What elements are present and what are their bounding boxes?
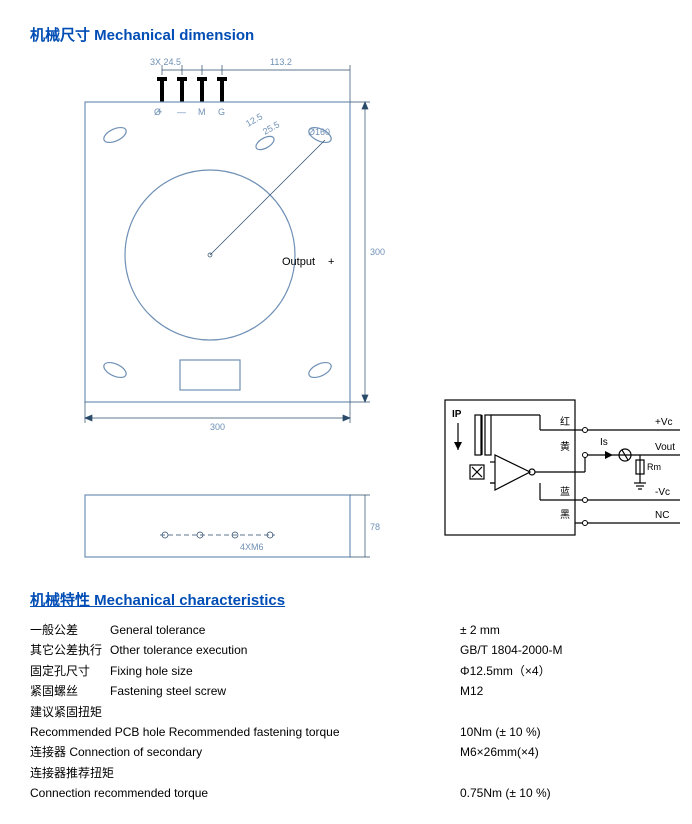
char-row: 连接器推荐扭矩 bbox=[30, 763, 672, 783]
top-drawing: 3X 24.5 113.2 Ø + — M G Ø bbox=[50, 55, 420, 445]
char-val: GB/T 1804-2000-M bbox=[320, 640, 672, 660]
char-cn: 固定孔尺寸 bbox=[30, 661, 110, 681]
char-row: 紧固螺丝 Fastening steel screw M12 bbox=[30, 681, 672, 701]
char-en: Other tolerance execution bbox=[110, 640, 320, 660]
side-drawing-svg: 4XM6 78 bbox=[50, 485, 420, 580]
lbl-4xm6: 4XM6 bbox=[240, 542, 264, 552]
char-row: 一般公差 General tolerance ± 2 mm bbox=[30, 620, 672, 640]
lbl-is: Is bbox=[600, 437, 608, 448]
char-cn: 紧固螺丝 bbox=[30, 681, 110, 701]
char-en: Fastening steel screw bbox=[110, 681, 320, 701]
lbl-minus: — bbox=[177, 107, 186, 117]
lbl-nc: NC bbox=[655, 510, 669, 521]
char-cn: 连接器推荐扭矩 bbox=[30, 763, 350, 783]
dim-3x24-5: 3X 24.5 bbox=[150, 57, 181, 67]
char-row: 连接器 Connection of secondary M6×26mm(×4) bbox=[30, 742, 672, 762]
char-row: Recommended PCB hole Recommended fasteni… bbox=[30, 722, 672, 742]
char-en: General tolerance bbox=[110, 620, 320, 640]
circuit-diagram: IP 红 +Vc bbox=[440, 395, 690, 545]
char-cn: 连接器 Connection of secondary bbox=[30, 742, 350, 762]
section-title-characteristics: 机械特性 Mechanical characteristics bbox=[30, 589, 672, 610]
drawings-area: 3X 24.5 113.2 Ø + — M G Ø bbox=[30, 55, 670, 585]
dim-300h: 300 bbox=[370, 247, 385, 257]
char-row: 固定孔尺寸 Fixing hole size Φ12.5mm（×4） bbox=[30, 661, 672, 681]
dim-300w: 300 bbox=[210, 422, 225, 432]
lbl-rm: Rm bbox=[647, 462, 661, 472]
dim-25-5: 25.5 bbox=[261, 119, 281, 136]
lbl-black: 黑 bbox=[560, 509, 570, 521]
lbl-output-plus: + bbox=[328, 256, 334, 268]
char-cn: 建议紧固扭矩 bbox=[30, 702, 110, 722]
lbl-output: Output bbox=[282, 256, 315, 268]
char-cn: 其它公差执行 bbox=[30, 640, 110, 660]
dim-12-5: 12.5 bbox=[244, 111, 264, 128]
char-val: M6×26mm(×4) bbox=[350, 742, 672, 762]
circuit-svg: IP 红 +Vc bbox=[440, 395, 690, 545]
lbl-M: M bbox=[198, 107, 206, 117]
side-drawing: 4XM6 78 bbox=[50, 485, 420, 580]
terminals bbox=[157, 77, 227, 102]
dim-113-2: 113.2 bbox=[270, 57, 292, 67]
lbl-ip: IP bbox=[452, 409, 462, 420]
char-val: 10Nm (± 10 %) bbox=[350, 722, 672, 742]
char-en: Connection recommended torque bbox=[30, 783, 350, 803]
lbl-vcminus: -Vc bbox=[655, 487, 670, 498]
char-en: Recommended PCB hole Recommended fasteni… bbox=[30, 722, 350, 742]
lbl-yellow: 黄 bbox=[560, 440, 570, 453]
dim-phi160: Ø160 bbox=[308, 127, 330, 137]
char-val: ± 2 mm bbox=[320, 620, 672, 640]
char-cn: 一般公差 bbox=[30, 620, 110, 640]
char-row: Connection recommended torque 0.75Nm (± … bbox=[30, 783, 672, 803]
char-row: 建议紧固扭矩 bbox=[30, 702, 672, 722]
top-drawing-svg: 3X 24.5 113.2 Ø + — M G Ø bbox=[50, 55, 420, 445]
dim-78: 78 bbox=[370, 522, 380, 532]
char-val: M12 bbox=[320, 681, 672, 701]
lbl-red: 红 bbox=[560, 415, 570, 428]
section-title-dimension: 机械尺寸 Mechanical dimension bbox=[30, 24, 672, 45]
lbl-vcplus: +Vc bbox=[655, 417, 673, 428]
char-en: Fixing hole size bbox=[110, 661, 320, 681]
lbl-vout: Vout bbox=[655, 442, 675, 453]
lbl-G: G bbox=[218, 107, 225, 117]
lbl-blue: 蓝 bbox=[560, 486, 570, 498]
char-val: 0.75Nm (± 10 %) bbox=[350, 783, 672, 803]
char-val: Φ12.5mm（×4） bbox=[320, 661, 672, 681]
char-row: 其它公差执行 Other tolerance execution GB/T 18… bbox=[30, 640, 672, 660]
lbl-plus: + bbox=[157, 107, 162, 117]
characteristics-table: 一般公差 General tolerance ± 2 mm 其它公差执行 Oth… bbox=[30, 620, 672, 804]
